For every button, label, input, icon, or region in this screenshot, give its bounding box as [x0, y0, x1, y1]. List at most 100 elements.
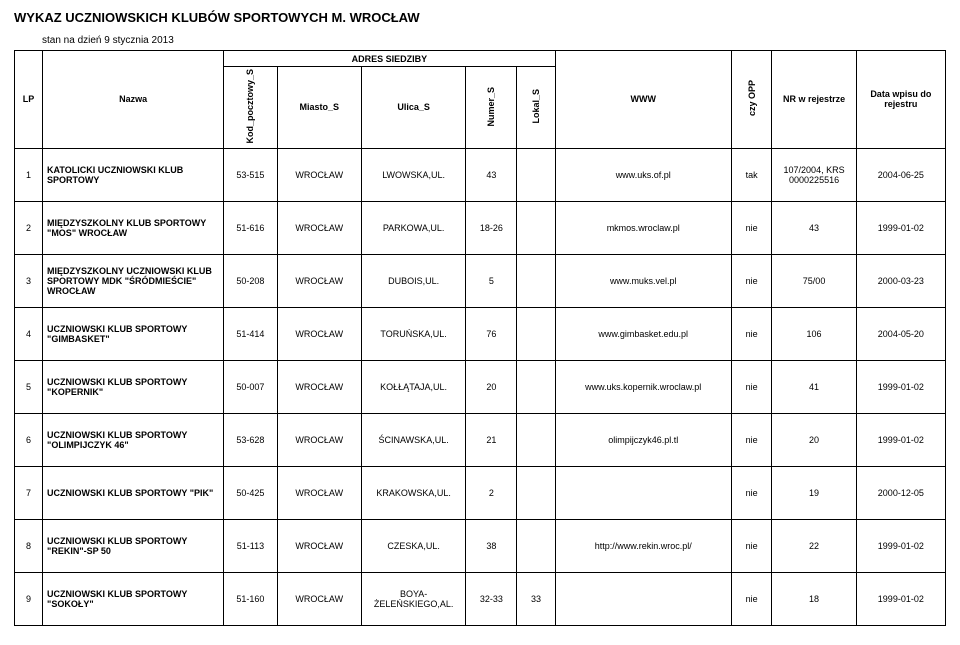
cell-lp: 6 — [15, 413, 43, 466]
table-row: 4UCZNIOWSKI KLUB SPORTOWY "GIMBASKET"51-… — [15, 307, 946, 360]
cell-lokal — [517, 307, 555, 360]
cell-www: olimpijczyk46.pl.tl — [555, 413, 731, 466]
table-row: 7UCZNIOWSKI KLUB SPORTOWY "PIK"50-425WRO… — [15, 466, 946, 519]
cell-miasto: WROCŁAW — [277, 466, 361, 519]
cell-nr: 19 — [772, 466, 856, 519]
cell-lokal — [517, 466, 555, 519]
cell-miasto: WROCŁAW — [277, 254, 361, 307]
cell-miasto: WROCŁAW — [277, 201, 361, 254]
cell-data: 1999-01-02 — [856, 572, 945, 625]
cell-lp: 2 — [15, 201, 43, 254]
cell-ulica: PARKOWA,UL. — [361, 201, 466, 254]
cell-nr: 107/2004, KRS 0000225516 — [772, 148, 856, 201]
cell-lokal — [517, 360, 555, 413]
cell-opp: tak — [731, 148, 772, 201]
cell-data: 1999-01-02 — [856, 360, 945, 413]
page-title: WYKAZ UCZNIOWSKICH KLUBÓW SPORTOWYCH M. … — [14, 10, 946, 25]
cell-nr: 41 — [772, 360, 856, 413]
cell-nr: 43 — [772, 201, 856, 254]
col-lp: LP — [15, 51, 43, 149]
col-lokal: Lokal_S — [517, 67, 555, 149]
cell-opp: nie — [731, 307, 772, 360]
cell-nr: 106 — [772, 307, 856, 360]
cell-numer: 18-26 — [466, 201, 517, 254]
cell-numer: 32-33 — [466, 572, 517, 625]
page-subtitle: stan na dzień 9 stycznia 2013 — [42, 35, 946, 46]
cell-name: UCZNIOWSKI KLUB SPORTOWY "GIMBASKET" — [43, 307, 224, 360]
cell-miasto: WROCŁAW — [277, 413, 361, 466]
cell-lokal — [517, 519, 555, 572]
cell-kod: 51-414 — [224, 307, 278, 360]
cell-numer: 76 — [466, 307, 517, 360]
cell-numer: 20 — [466, 360, 517, 413]
cell-www — [555, 572, 731, 625]
cell-numer: 21 — [466, 413, 517, 466]
cell-nr: 75/00 — [772, 254, 856, 307]
cell-name: UCZNIOWSKI KLUB SPORTOWY "OLIMPIJCZYK 46… — [43, 413, 224, 466]
col-opp: czy OPP — [731, 51, 772, 149]
cell-nr: 20 — [772, 413, 856, 466]
cell-miasto: WROCŁAW — [277, 148, 361, 201]
cell-data: 1999-01-02 — [856, 413, 945, 466]
cell-kod: 53-628 — [224, 413, 278, 466]
table-row: 2MIĘDZYSZKOLNY KLUB SPORTOWY "MOS" WROCŁ… — [15, 201, 946, 254]
cell-www: mkmos.wroclaw.pl — [555, 201, 731, 254]
cell-miasto: WROCŁAW — [277, 572, 361, 625]
col-ulica: Ulica_S — [361, 67, 466, 149]
col-miasto: Miasto_S — [277, 67, 361, 149]
table-row: 6UCZNIOWSKI KLUB SPORTOWY "OLIMPIJCZYK 4… — [15, 413, 946, 466]
cell-name: UCZNIOWSKI KLUB SPORTOWY "KOPERNIK" — [43, 360, 224, 413]
cell-kod: 51-160 — [224, 572, 278, 625]
cell-numer: 2 — [466, 466, 517, 519]
cell-kod: 50-425 — [224, 466, 278, 519]
cell-miasto: WROCŁAW — [277, 360, 361, 413]
cell-name: UCZNIOWSKI KLUB SPORTOWY "PIK" — [43, 466, 224, 519]
cell-ulica: KRAKOWSKA,UL. — [361, 466, 466, 519]
cell-kod: 50-007 — [224, 360, 278, 413]
col-data: Data wpisu do rejestru — [856, 51, 945, 149]
cell-lokal — [517, 254, 555, 307]
cell-lp: 4 — [15, 307, 43, 360]
cell-kod: 51-113 — [224, 519, 278, 572]
cell-name: MIĘDZYSZKOLNY UCZNIOWSKI KLUB SPORTOWY M… — [43, 254, 224, 307]
cell-miasto: WROCŁAW — [277, 519, 361, 572]
cell-name: MIĘDZYSZKOLNY KLUB SPORTOWY "MOS" WROCŁA… — [43, 201, 224, 254]
cell-data: 1999-01-02 — [856, 519, 945, 572]
cell-name: UCZNIOWSKI KLUB SPORTOWY "REKIN"-SP 50 — [43, 519, 224, 572]
cell-numer: 38 — [466, 519, 517, 572]
col-numer: Numer_S — [466, 67, 517, 149]
cell-lp: 9 — [15, 572, 43, 625]
col-nazwa: Nazwa — [43, 51, 224, 149]
cell-lp: 3 — [15, 254, 43, 307]
col-adres-group: ADRES SIEDZIBY — [224, 51, 556, 67]
cell-lp: 7 — [15, 466, 43, 519]
cell-www — [555, 466, 731, 519]
cell-lp: 8 — [15, 519, 43, 572]
cell-lokal: 33 — [517, 572, 555, 625]
cell-name: UCZNIOWSKI KLUB SPORTOWY "SOKOŁY" — [43, 572, 224, 625]
table-row: 9UCZNIOWSKI KLUB SPORTOWY "SOKOŁY"51-160… — [15, 572, 946, 625]
cell-data: 2000-12-05 — [856, 466, 945, 519]
cell-ulica: ŚCINAWSKA,UL. — [361, 413, 466, 466]
cell-kod: 53-515 — [224, 148, 278, 201]
cell-ulica: DUBOIS,UL. — [361, 254, 466, 307]
col-nr: NR w rejestrze — [772, 51, 856, 149]
cell-www: http://www.rekin.wroc.pl/ — [555, 519, 731, 572]
cell-lp: 1 — [15, 148, 43, 201]
data-table: LP Nazwa ADRES SIEDZIBY WWW czy OPP NR w… — [14, 50, 946, 626]
cell-nr: 22 — [772, 519, 856, 572]
cell-data: 2004-06-25 — [856, 148, 945, 201]
cell-name: KATOLICKI UCZNIOWSKI KLUB SPORTOWY — [43, 148, 224, 201]
table-row: 1KATOLICKI UCZNIOWSKI KLUB SPORTOWY53-51… — [15, 148, 946, 201]
cell-opp: nie — [731, 572, 772, 625]
cell-opp: nie — [731, 466, 772, 519]
table-row: 5UCZNIOWSKI KLUB SPORTOWY "KOPERNIK"50-0… — [15, 360, 946, 413]
cell-opp: nie — [731, 519, 772, 572]
col-kod: Kod_pocztowy_S — [224, 67, 278, 149]
cell-www: www.muks.vel.pl — [555, 254, 731, 307]
cell-lp: 5 — [15, 360, 43, 413]
cell-opp: nie — [731, 360, 772, 413]
cell-www: www.gimbasket.edu.pl — [555, 307, 731, 360]
cell-data: 2000-03-23 — [856, 254, 945, 307]
table-row: 8UCZNIOWSKI KLUB SPORTOWY "REKIN"-SP 505… — [15, 519, 946, 572]
